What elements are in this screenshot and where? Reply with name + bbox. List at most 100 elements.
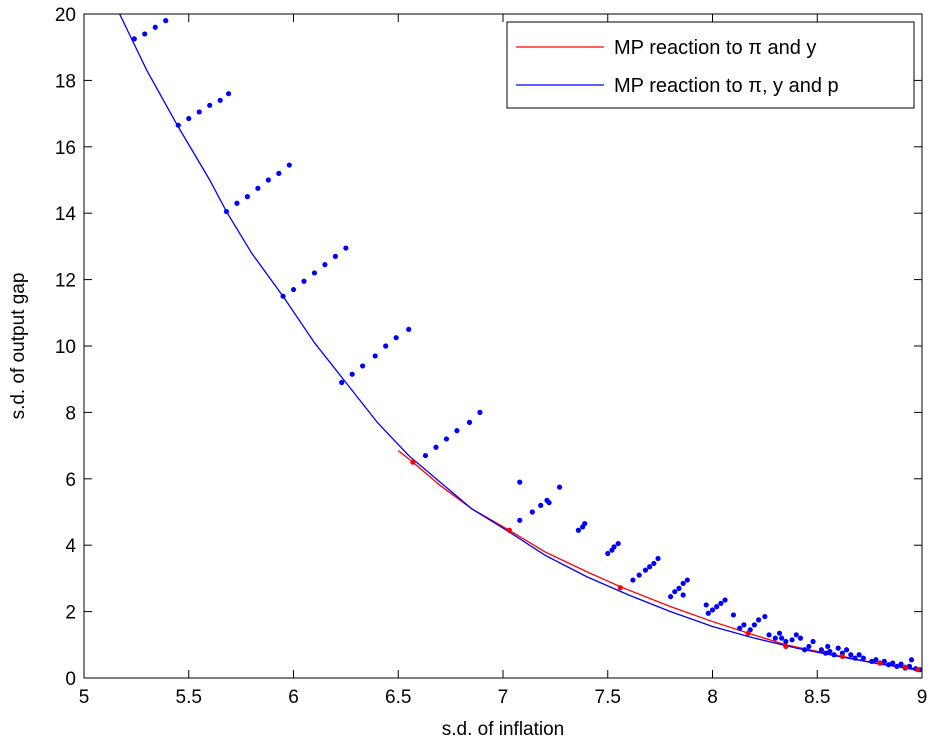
data-point-blue-91 bbox=[831, 652, 837, 658]
data-point-blue-51 bbox=[630, 577, 636, 583]
data-point-blue-59 bbox=[676, 585, 682, 591]
data-point-blue-50 bbox=[615, 540, 621, 547]
data-point-blue-73 bbox=[751, 622, 758, 628]
data-point-blue-68 bbox=[722, 597, 728, 603]
data-point-blue-61 bbox=[684, 577, 690, 583]
data-point-blue-66 bbox=[714, 604, 720, 610]
data-point-blue-44 bbox=[575, 527, 582, 533]
data-point-blue-58 bbox=[672, 589, 678, 595]
data-point-red-6 bbox=[877, 660, 883, 666]
data-point-blue-92 bbox=[835, 645, 841, 651]
data-point-blue-49 bbox=[611, 544, 617, 550]
data-point-red-2 bbox=[617, 585, 623, 591]
data-point-blue-16 bbox=[286, 162, 292, 168]
data-point-blue-55 bbox=[651, 560, 657, 567]
data-point-blue-3 bbox=[163, 18, 169, 24]
data-point-blue-4 bbox=[175, 122, 181, 128]
data-point-blue-89 bbox=[825, 643, 831, 650]
data-point-blue-99 bbox=[869, 658, 875, 665]
data-point-blue-30 bbox=[406, 326, 412, 332]
data-point-blue-34 bbox=[454, 428, 460, 434]
y-tick-label-2: 4 bbox=[65, 536, 76, 557]
data-point-blue-80 bbox=[783, 638, 789, 645]
y-tick-label-8: 16 bbox=[55, 138, 76, 159]
y-axis-label: s.d. of output gap bbox=[8, 273, 29, 420]
data-point-blue-23 bbox=[343, 245, 349, 251]
data-point-blue-83 bbox=[797, 635, 804, 641]
data-point-blue-103 bbox=[885, 662, 892, 668]
y-tick-label-9: 18 bbox=[55, 71, 76, 92]
data-point-blue-11 bbox=[234, 200, 240, 206]
legend-box bbox=[506, 21, 915, 109]
data-point-blue-60 bbox=[680, 580, 686, 586]
data-point-blue-8 bbox=[217, 97, 223, 103]
data-point-blue-96 bbox=[852, 655, 858, 661]
data-point-blue-108 bbox=[906, 663, 913, 669]
data-point-blue-81 bbox=[789, 637, 795, 643]
x-axis-label: s.d. of inflation bbox=[442, 719, 565, 740]
x-tick-label-6: 8 bbox=[707, 687, 718, 708]
data-point-blue-106 bbox=[898, 661, 904, 667]
data-point-blue-87 bbox=[818, 647, 825, 653]
x-axis-ticks: 5 5.5 6 6.5 7 7.5 8 8.5 9 bbox=[79, 14, 928, 708]
series-line-1 bbox=[119, 14, 922, 671]
data-point-blue-79 bbox=[779, 635, 785, 641]
data-point-red-5 bbox=[839, 653, 845, 660]
legend-label-red: MP reaction to π and y bbox=[614, 37, 816, 59]
y-tick-label-3: 6 bbox=[65, 470, 76, 491]
data-point-blue-69 bbox=[730, 612, 737, 618]
data-point-red-1 bbox=[506, 527, 512, 533]
data-point-blue-82 bbox=[793, 632, 799, 638]
data-points bbox=[131, 18, 923, 673]
x-tick-label-3: 6.5 bbox=[385, 687, 411, 708]
data-point-blue-65 bbox=[709, 607, 716, 613]
data-point-blue-43 bbox=[556, 484, 563, 490]
data-point-blue-14 bbox=[265, 177, 271, 183]
data-point-blue-77 bbox=[772, 635, 778, 641]
y-tick-label-4: 8 bbox=[65, 403, 76, 424]
data-point-blue-0 bbox=[131, 36, 137, 42]
data-point-blue-97 bbox=[856, 652, 862, 658]
x-tick-label-0: 5 bbox=[79, 687, 90, 708]
data-point-blue-94 bbox=[843, 647, 850, 653]
data-point-blue-102 bbox=[881, 658, 887, 665]
data-point-red-0 bbox=[410, 459, 416, 465]
data-point-blue-29 bbox=[393, 335, 399, 341]
x-tick-label-1: 5.5 bbox=[176, 687, 202, 708]
y-tick-label-6: 12 bbox=[55, 271, 76, 292]
data-point-red-7 bbox=[902, 664, 908, 670]
data-point-blue-5 bbox=[186, 115, 192, 122]
x-tick-label-8: 9 bbox=[917, 687, 928, 708]
data-point-blue-15 bbox=[276, 170, 282, 176]
data-point-blue-67 bbox=[718, 600, 724, 606]
data-point-blue-78 bbox=[776, 630, 783, 636]
y-tick-label-1: 2 bbox=[65, 603, 76, 624]
data-point-red-8 bbox=[915, 667, 921, 673]
data-point-blue-75 bbox=[762, 613, 768, 620]
data-point-blue-33 bbox=[443, 436, 450, 442]
data-point-blue-56 bbox=[655, 555, 661, 562]
data-point-blue-47 bbox=[605, 550, 611, 557]
data-point-blue-105 bbox=[894, 663, 900, 669]
legend-label-blue: MP reaction to π, y and p bbox=[614, 75, 839, 97]
data-point-blue-35 bbox=[466, 419, 473, 425]
data-point-blue-57 bbox=[668, 594, 674, 600]
data-point-blue-64 bbox=[705, 610, 711, 616]
data-point-blue-20 bbox=[311, 270, 318, 276]
data-point-red-3 bbox=[745, 630, 751, 636]
data-point-blue-40 bbox=[538, 502, 544, 508]
data-point-blue-98 bbox=[860, 655, 866, 661]
data-point-blue-21 bbox=[322, 262, 328, 268]
plot-area bbox=[84, 14, 922, 678]
data-point-blue-85 bbox=[806, 643, 812, 650]
data-point-blue-19 bbox=[301, 278, 307, 284]
data-point-blue-62 bbox=[680, 592, 686, 598]
data-point-blue-18 bbox=[290, 286, 297, 293]
data-point-blue-2 bbox=[152, 24, 158, 30]
data-point-blue-52 bbox=[636, 572, 642, 578]
data-point-red-4 bbox=[783, 643, 789, 650]
x-tick-label-2: 6 bbox=[288, 687, 299, 708]
legend: MP reaction to π and y MP reaction to π,… bbox=[506, 21, 915, 109]
data-point-blue-86 bbox=[810, 638, 816, 645]
